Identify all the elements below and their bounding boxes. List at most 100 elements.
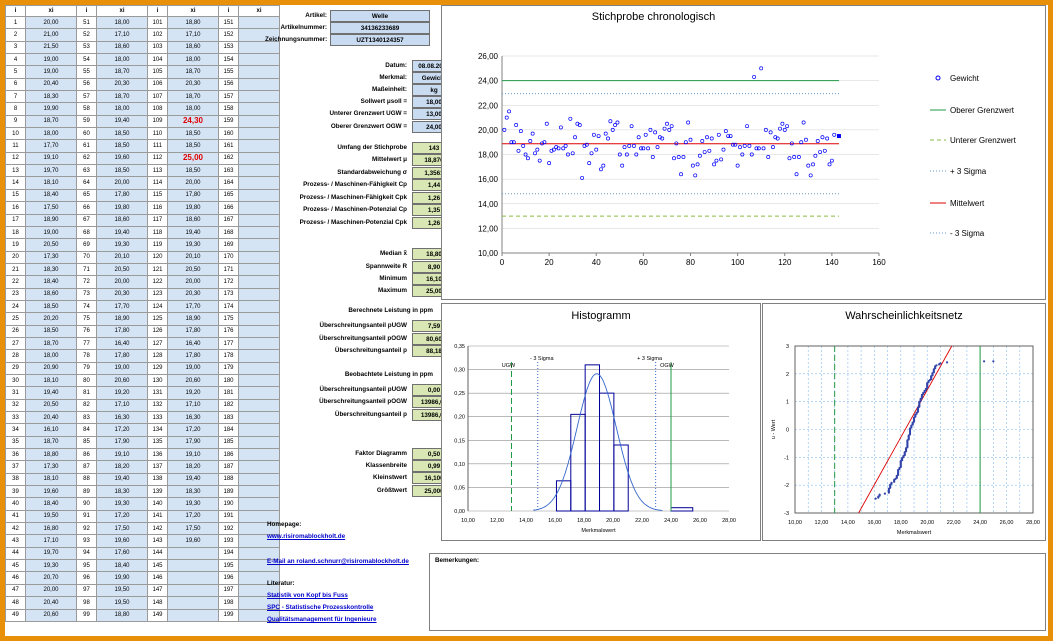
xi-cell[interactable] bbox=[238, 559, 280, 573]
xi-cell[interactable] bbox=[238, 608, 280, 622]
xi-cell[interactable] bbox=[238, 213, 280, 227]
xi-cell[interactable]: 19,60 bbox=[167, 534, 219, 548]
xi-cell[interactable]: 17,20 bbox=[167, 509, 219, 524]
xi-cell[interactable]: 20,00 bbox=[96, 176, 148, 190]
xi-cell[interactable]: 18,00 bbox=[96, 102, 148, 116]
xi-cell[interactable] bbox=[167, 546, 219, 561]
xi-cell[interactable] bbox=[238, 53, 280, 67]
xi-cell[interactable]: 17,10 bbox=[96, 28, 148, 42]
xi-cell[interactable]: 18,70 bbox=[167, 65, 219, 79]
xi-cell[interactable]: 18,40 bbox=[25, 275, 77, 289]
xi-cell[interactable] bbox=[238, 188, 280, 203]
xi-cell[interactable] bbox=[238, 139, 280, 153]
xi-cell[interactable]: 18,40 bbox=[96, 559, 148, 573]
xi-cell[interactable]: 19,70 bbox=[25, 164, 77, 178]
xi-cell[interactable]: 20,20 bbox=[25, 312, 77, 326]
link[interactable]: Statistik von Kopf bis Fuss bbox=[267, 592, 348, 599]
xi-cell[interactable]: 16,10 bbox=[25, 423, 77, 437]
xi-cell[interactable]: 17,30 bbox=[25, 250, 77, 264]
xi-cell[interactable]: 18,00 bbox=[25, 349, 77, 363]
xi-cell[interactable]: 16,30 bbox=[96, 410, 148, 425]
xi-cell[interactable] bbox=[238, 583, 280, 598]
xi-cell[interactable]: 18,50 bbox=[167, 139, 219, 153]
chart-chronologisch[interactable]: Stichprobe chronologisch 10,00 12,00 14,00… bbox=[441, 5, 1046, 300]
xi-cell[interactable]: 19,50 bbox=[25, 509, 77, 524]
xi-cell[interactable]: 18,30 bbox=[25, 262, 77, 277]
xi-cell[interactable]: 19,10 bbox=[167, 448, 219, 462]
xi-cell[interactable]: 17,30 bbox=[25, 460, 77, 474]
xi-cell[interactable]: 18,80 bbox=[167, 15, 219, 30]
chart-wahrscheinlichkeitsnetz[interactable]: Wahrscheinlichkeitsnetz -3 -2 -1 0 1 2 3 10,00 1… bbox=[762, 303, 1046, 541]
link[interactable]: SPC - Statistische Prozesskontrolle bbox=[267, 604, 374, 611]
xi-cell[interactable]: 17,50 bbox=[25, 201, 77, 215]
xi-cell[interactable] bbox=[238, 102, 280, 116]
xi-cell[interactable]: 20,40 bbox=[25, 77, 77, 92]
xi-cell[interactable]: 18,80 bbox=[96, 608, 148, 622]
xi-cell[interactable]: 17,60 bbox=[96, 546, 148, 561]
xi-cell[interactable] bbox=[238, 151, 280, 166]
xi-cell[interactable]: 17,80 bbox=[167, 349, 219, 363]
xi-cell[interactable] bbox=[238, 571, 280, 585]
xi-cell[interactable]: 19,00 bbox=[167, 361, 219, 375]
xi-cell[interactable]: 17,20 bbox=[96, 509, 148, 524]
xi-cell[interactable]: 20,30 bbox=[167, 77, 219, 92]
xi-cell[interactable]: 20,60 bbox=[96, 373, 148, 388]
xi-cell[interactable]: 19,90 bbox=[25, 102, 77, 116]
xi-cell[interactable]: 17,50 bbox=[96, 522, 148, 536]
xi-cell[interactable] bbox=[238, 497, 280, 511]
xi-cell[interactable]: 18,70 bbox=[96, 65, 148, 79]
xi-cell[interactable]: 18,20 bbox=[96, 460, 148, 474]
xi-cell[interactable] bbox=[238, 485, 280, 499]
xi-cell[interactable]: 18,70 bbox=[25, 114, 77, 129]
xi-cell[interactable]: 17,10 bbox=[96, 398, 148, 413]
xi-cell[interactable] bbox=[167, 608, 219, 622]
xi-cell[interactable]: 19,30 bbox=[167, 238, 219, 252]
xi-cell[interactable]: 24,30 bbox=[167, 114, 219, 129]
xi-cell[interactable]: 19,00 bbox=[96, 361, 148, 375]
xi-cell[interactable]: 17,70 bbox=[25, 139, 77, 153]
xi-cell[interactable]: 20,00 bbox=[25, 15, 77, 30]
xi-cell[interactable] bbox=[238, 534, 280, 548]
xi-cell[interactable]: 20,40 bbox=[25, 596, 77, 610]
xi-cell[interactable]: 18,30 bbox=[167, 485, 219, 499]
xi-cell[interactable]: 20,60 bbox=[167, 373, 219, 388]
xi-cell[interactable]: 18,60 bbox=[96, 213, 148, 227]
xi-cell[interactable]: 20,10 bbox=[96, 250, 148, 264]
xi-cell[interactable] bbox=[238, 361, 280, 375]
xi-cell[interactable]: 19,80 bbox=[167, 201, 219, 215]
xi-cell[interactable] bbox=[238, 596, 280, 610]
xi-cell[interactable] bbox=[238, 28, 280, 42]
xi-cell[interactable]: 18,70 bbox=[96, 90, 148, 104]
xi-cell[interactable]: 17,70 bbox=[167, 299, 219, 314]
xi-cell[interactable]: 18,60 bbox=[96, 40, 148, 55]
field-value[interactable]: 34136233689 bbox=[330, 22, 430, 34]
xi-cell[interactable]: 19,10 bbox=[96, 448, 148, 462]
xi-cell[interactable] bbox=[238, 225, 280, 240]
xi-cell[interactable]: 17,80 bbox=[167, 188, 219, 203]
xi-cell[interactable]: 18,00 bbox=[167, 53, 219, 67]
xi-cell[interactable] bbox=[238, 336, 280, 351]
xi-cell[interactable]: 18,50 bbox=[96, 164, 148, 178]
xi-cell[interactable]: 19,30 bbox=[25, 559, 77, 573]
xi-cell[interactable] bbox=[238, 423, 280, 437]
xi-cell[interactable]: 18,50 bbox=[96, 139, 148, 153]
xi-cell[interactable]: 18,60 bbox=[167, 40, 219, 55]
xi-cell[interactable] bbox=[238, 238, 280, 252]
xi-cell[interactable]: 17,80 bbox=[96, 324, 148, 338]
xi-cell[interactable]: 20,50 bbox=[25, 238, 77, 252]
xi-cell[interactable] bbox=[238, 522, 280, 536]
xi-cell[interactable]: 17,90 bbox=[96, 435, 148, 450]
xi-cell[interactable]: 18,50 bbox=[167, 164, 219, 178]
xi-cell[interactable]: 19,20 bbox=[167, 386, 219, 400]
xi-cell[interactable]: 20,90 bbox=[25, 361, 77, 375]
xi-cell[interactable]: 18,70 bbox=[25, 435, 77, 450]
xi-cell[interactable]: 19,60 bbox=[25, 485, 77, 499]
xi-cell[interactable]: 19,60 bbox=[96, 534, 148, 548]
xi-cell[interactable]: 18,50 bbox=[167, 127, 219, 141]
xi-cell[interactable] bbox=[167, 571, 219, 585]
xi-cell[interactable]: 20,00 bbox=[167, 275, 219, 289]
xi-cell[interactable] bbox=[238, 398, 280, 413]
xi-cell[interactable] bbox=[238, 349, 280, 363]
xi-cell[interactable]: 19,30 bbox=[167, 497, 219, 511]
xi-cell[interactable] bbox=[238, 176, 280, 190]
